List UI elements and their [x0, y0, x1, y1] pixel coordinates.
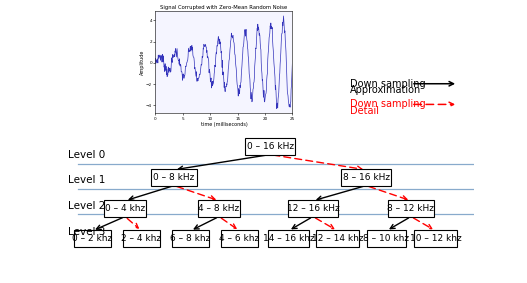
- FancyBboxPatch shape: [341, 169, 391, 186]
- Text: Down sampling: Down sampling: [350, 79, 425, 89]
- FancyBboxPatch shape: [268, 230, 309, 247]
- Text: Down sampling: Down sampling: [350, 99, 425, 110]
- FancyBboxPatch shape: [123, 230, 160, 247]
- Text: 0 – 2 khz: 0 – 2 khz: [72, 234, 113, 243]
- Text: Detail: Detail: [350, 106, 379, 116]
- Text: 6 – 8 khz: 6 – 8 khz: [170, 234, 211, 243]
- X-axis label: time (milliseconds): time (milliseconds): [201, 122, 247, 127]
- FancyBboxPatch shape: [198, 200, 240, 217]
- FancyBboxPatch shape: [74, 230, 111, 247]
- Text: 14 – 16 khz: 14 – 16 khz: [262, 234, 314, 243]
- Text: Level 3: Level 3: [68, 227, 105, 237]
- Text: 8 – 16 kHz: 8 – 16 kHz: [343, 173, 389, 182]
- Text: 12 – 16 kHz: 12 – 16 kHz: [287, 204, 339, 213]
- Text: 0 – 8 kHz: 0 – 8 kHz: [153, 173, 195, 182]
- FancyBboxPatch shape: [151, 169, 197, 186]
- FancyBboxPatch shape: [388, 200, 434, 217]
- Text: Level 0: Level 0: [68, 150, 105, 160]
- Text: Approximation: Approximation: [350, 85, 421, 95]
- Text: 2 – 4 khz: 2 – 4 khz: [121, 234, 161, 243]
- Y-axis label: Amplitude: Amplitude: [140, 50, 144, 75]
- FancyBboxPatch shape: [104, 200, 146, 217]
- Text: Level 1: Level 1: [68, 175, 105, 185]
- Text: 8 – 10 khz: 8 – 10 khz: [364, 234, 409, 243]
- FancyBboxPatch shape: [221, 230, 258, 247]
- FancyBboxPatch shape: [367, 230, 406, 247]
- FancyBboxPatch shape: [246, 138, 295, 155]
- Text: 0 – 16 kHz: 0 – 16 kHz: [247, 142, 294, 151]
- Text: Level 2: Level 2: [68, 201, 105, 211]
- Text: 12 – 14 khz: 12 – 14 khz: [311, 234, 363, 243]
- Text: 4 – 8 kHz: 4 – 8 kHz: [198, 204, 240, 213]
- Text: 10 – 12 khz: 10 – 12 khz: [409, 234, 461, 243]
- Text: 8 – 12 kHz: 8 – 12 kHz: [387, 204, 434, 213]
- FancyBboxPatch shape: [414, 230, 457, 247]
- FancyBboxPatch shape: [172, 230, 209, 247]
- FancyBboxPatch shape: [316, 230, 359, 247]
- Text: 4 – 6 khz: 4 – 6 khz: [219, 234, 260, 243]
- Title: Signal Corrupted with Zero-Mean Random Noise: Signal Corrupted with Zero-Mean Random N…: [160, 5, 288, 10]
- Text: 0 – 4 khz: 0 – 4 khz: [105, 204, 145, 213]
- FancyBboxPatch shape: [288, 200, 338, 217]
